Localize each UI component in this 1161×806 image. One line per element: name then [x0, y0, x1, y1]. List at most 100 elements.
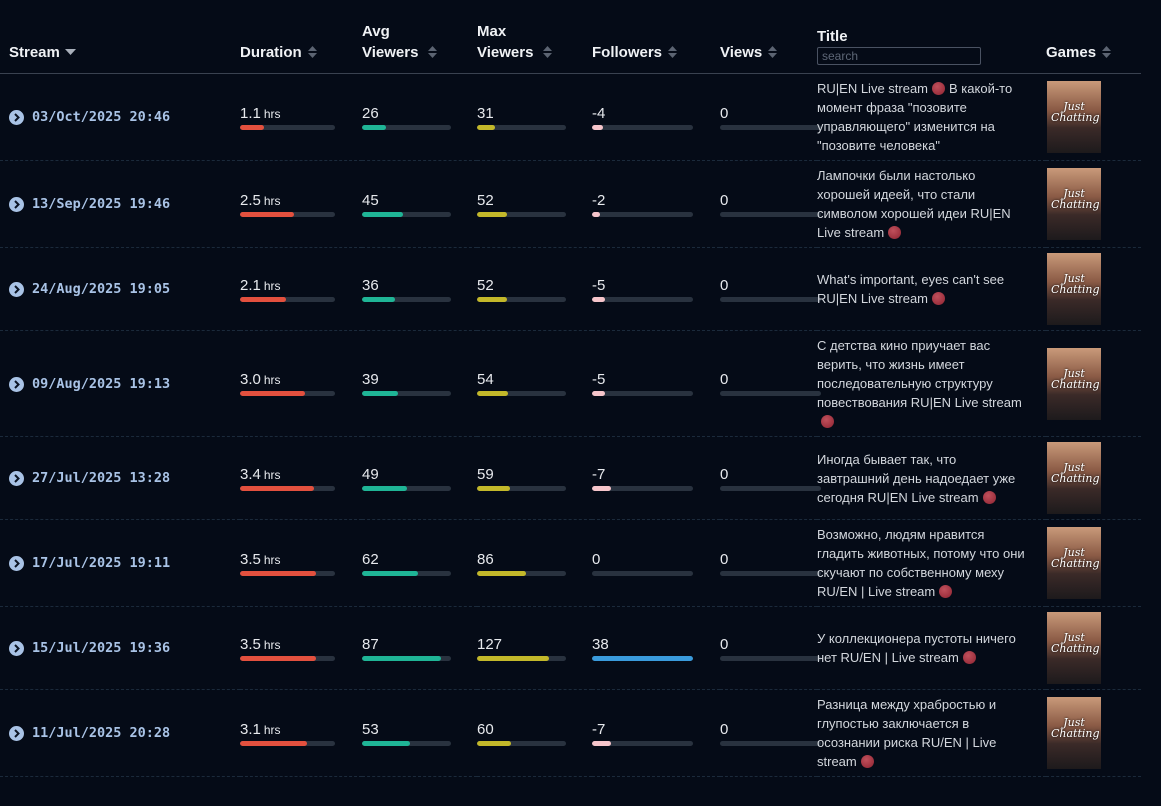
column-header[interactable]: Duration [240, 0, 362, 74]
game-cover[interactable]: Just Chatting [1047, 442, 1101, 514]
column-header[interactable]: Stream [0, 0, 240, 74]
value-line: 39 [362, 371, 477, 388]
stream-date[interactable]: 17/Jul/2025 19:11 [32, 555, 171, 572]
title-text: What's important, eyes can't see RU|EN L… [817, 272, 1005, 306]
game-cover[interactable]: Just Chatting [1047, 253, 1101, 325]
stream-date[interactable]: 11/Jul/2025 20:28 [32, 725, 171, 742]
stream-row[interactable]: 17/Jul/2025 19:11 3.5 hrs 62 86 0 0 Возможно, л… [0, 519, 1141, 607]
header-label: Games [1046, 44, 1097, 61]
duration-value: 3.0 [240, 371, 261, 388]
bar [240, 570, 316, 576]
sort-arrow-down [543, 53, 552, 58]
bar-track [362, 391, 451, 396]
bar-track [362, 296, 451, 302]
column-header[interactable]: Followers [592, 0, 720, 74]
game-cover[interactable]: Just Chatting [1047, 697, 1101, 769]
avg-viewers-value: 62 [362, 550, 379, 568]
sort-icon [768, 46, 778, 58]
bar-track [240, 391, 335, 396]
avg-viewers-cell: 26 [362, 73, 477, 161]
bar-track [477, 655, 566, 661]
value-line: 127 [477, 636, 592, 653]
expand-icon[interactable] [9, 110, 24, 126]
value-line: 1.1 hrs [240, 105, 362, 122]
stream-date[interactable]: 27/Jul/2025 13:28 [32, 470, 171, 487]
max-viewers-value: 31 [477, 104, 494, 122]
duration-unit: hrs [263, 467, 281, 482]
game-cover[interactable]: Just Chatting [1047, 81, 1101, 153]
expand-icon[interactable] [9, 471, 24, 487]
live-dot [888, 226, 902, 239]
expand-icon[interactable] [9, 197, 24, 213]
live-dot [982, 490, 996, 504]
game-cover[interactable]: Just Chatting [1047, 347, 1101, 420]
bar [240, 485, 314, 491]
stream-row[interactable]: 13/Sep/2025 19:46 2.5 hrs 45 52 -2 0 Лампочки б… [0, 160, 1141, 248]
expand-icon[interactable] [9, 726, 24, 742]
column-header[interactable]: Title search [817, 0, 1046, 74]
search-input[interactable]: search [817, 47, 981, 65]
stream-date[interactable]: 03/Oct/2025 20:46 [32, 109, 171, 126]
title-cell: У коллекционера пустоты ничего нет RU/EN… [817, 606, 1046, 690]
followers-cell: -5 [592, 247, 720, 331]
expand-icon[interactable] [9, 556, 24, 572]
sort-icon [668, 46, 678, 58]
bar-track [362, 570, 451, 576]
stream-row[interactable]: 11/Jul/2025 20:28 3.1 hrs 53 60 -7 0 Разница ме… [0, 689, 1141, 777]
bar-track [592, 124, 693, 130]
stream-row[interactable]: 03/Oct/2025 20:46 1.1 hrs 26 31 -4 0 RU|EN Live… [0, 73, 1141, 161]
expand-icon[interactable] [9, 641, 24, 657]
stream-date[interactable]: 09/Aug/2025 19:13 [32, 376, 171, 393]
bar-track [720, 740, 821, 746]
game-name: Just Chatting [1051, 366, 1100, 391]
game-name: Just Chatting [1051, 716, 1100, 740]
game-cover[interactable]: Just Chatting [1047, 168, 1101, 240]
stream-row[interactable]: 15/Jul/2025 19:36 3.5 hrs 87 127 38 0 У коллекц… [0, 606, 1141, 690]
avg-viewers-cell: 53 [362, 689, 477, 777]
column-header[interactable]: Avg Viewers [362, 0, 477, 74]
value-line: 2.1 hrs [240, 277, 362, 294]
stream-title: С детства кино приучает вас верить, что … [817, 336, 1029, 431]
bar [477, 655, 550, 661]
max-viewers-value: 59 [477, 465, 494, 483]
games-cell: Just Chatting [1046, 689, 1141, 777]
duration-unit: hrs [263, 278, 281, 293]
expand-icon[interactable] [9, 282, 24, 298]
sort-arrow-up [768, 46, 778, 51]
games-cell: Just Chatting [1046, 330, 1141, 437]
live-dot [932, 292, 946, 305]
value-line: 0 [720, 636, 817, 653]
stream-row[interactable]: 09/Aug/2025 19:13 3.0 hrs 39 54 -5 0 С детства … [0, 330, 1141, 437]
value-line: 3.1 hrs [240, 721, 362, 738]
game-cover[interactable]: Just Chatting [1047, 527, 1101, 599]
expand-chevron [14, 644, 20, 653]
column-header[interactable]: Games [1046, 0, 1141, 74]
stream-cell: 15/Jul/2025 19:36 [0, 606, 240, 690]
value-line: 3.4 hrs [240, 466, 362, 483]
games-cell: Just Chatting [1046, 519, 1141, 607]
stream-row[interactable]: 24/Aug/2025 19:05 2.1 hrs 36 52 -5 0 What's imp… [0, 247, 1141, 331]
followers-value: 0 [592, 550, 601, 568]
header-label: Followers [592, 44, 663, 61]
stream-date[interactable]: 15/Jul/2025 19:36 [32, 640, 171, 657]
stream-date[interactable]: 13/Sep/2025 19:46 [32, 196, 171, 213]
value-line: -5 [592, 277, 720, 294]
header-row: Stream Duration Avg Viewers Max Viewers Foll… [0, 0, 1141, 74]
expand-icon[interactable] [9, 376, 24, 392]
column-header[interactable]: Views [720, 0, 817, 74]
stream-date[interactable]: 24/Aug/2025 19:05 [32, 281, 171, 298]
duration-unit: hrs [263, 722, 281, 737]
value-line: -5 [592, 371, 720, 388]
bar-track [477, 211, 566, 217]
followers-value: -4 [592, 104, 606, 122]
stream-row[interactable]: 27/Jul/2025 13:28 3.4 hrs 49 59 -7 0 Иногда быв… [0, 436, 1141, 520]
duration-cell: 2.1 hrs [240, 247, 362, 331]
followers-value: -7 [592, 465, 606, 483]
column-header[interactable]: Max Viewers [477, 0, 592, 74]
duration-cell: 3.4 hrs [240, 436, 362, 520]
bar [362, 391, 398, 396]
value-line: 86 [477, 551, 592, 568]
game-cover[interactable]: Just Chatting [1047, 612, 1101, 684]
value-line: -4 [592, 105, 720, 122]
bar-track [720, 485, 821, 491]
